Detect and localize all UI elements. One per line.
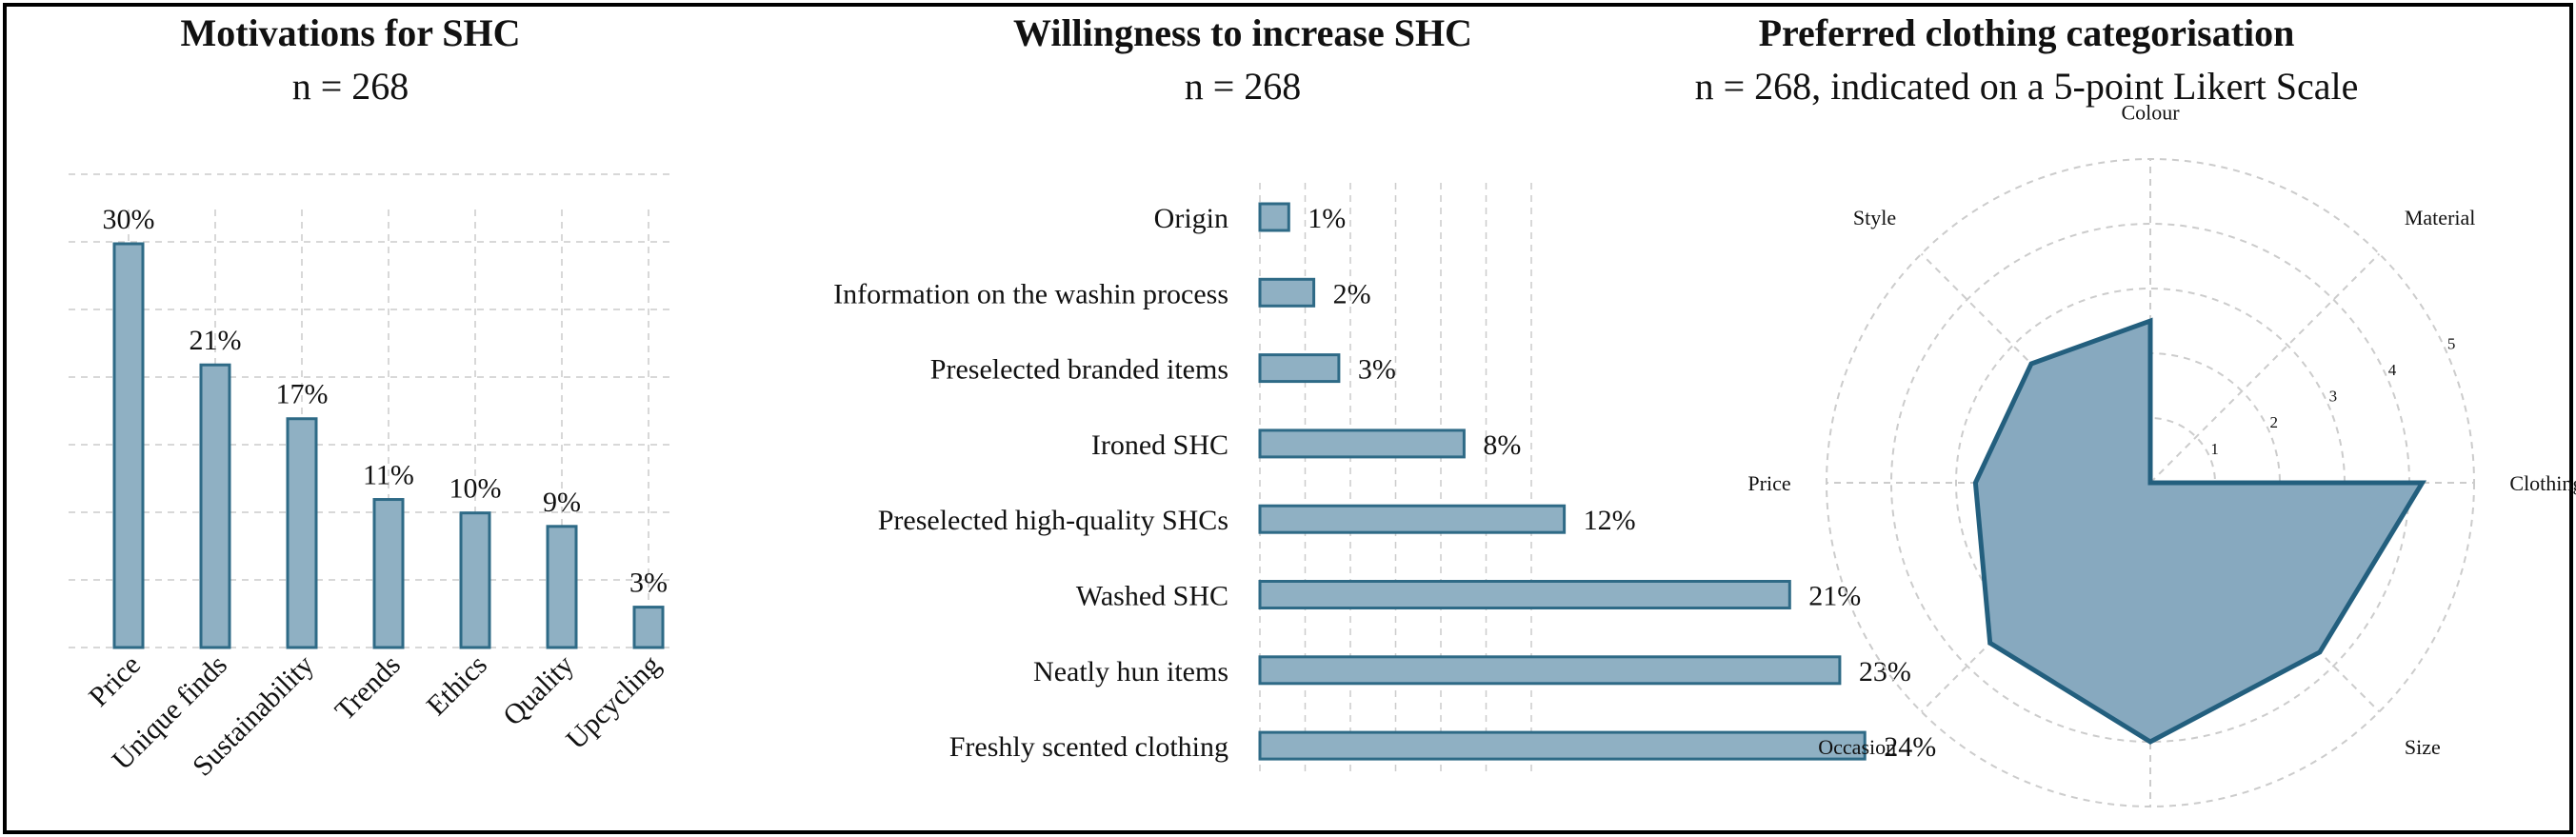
radar-spoke	[2149, 252, 2381, 484]
motivations-value-label: 11%	[363, 460, 414, 491]
motivations-bar	[372, 498, 405, 649]
motivations-bar	[459, 511, 491, 649]
willingness-subtitle: n = 268	[1185, 65, 1302, 108]
motivations-value-label: 21%	[190, 325, 242, 356]
motivations-value-label: 10%	[449, 473, 502, 505]
radar-ring-labels: 1 2 3 4 5	[2210, 334, 2455, 458]
radar-axis-label: Size	[2405, 735, 2441, 759]
willingness-bar	[1258, 730, 1867, 761]
radar-axis-label: Price	[1747, 471, 1790, 495]
willingness-bar	[1258, 580, 1791, 609]
willingness-y-tick: Preselected high-quality SHCs	[878, 505, 1228, 536]
willingness-y-tick: Ironed SHC	[1091, 429, 1228, 461]
willingness-value-label: 8%	[1483, 429, 1521, 461]
radar-ring-label: 1	[2210, 440, 2219, 458]
radar-axis-label: Clothing Type	[2509, 471, 2576, 495]
willingness-value-label: 21%	[1808, 581, 1861, 612]
willingness-bar	[1258, 277, 1316, 308]
willingness-value-label: 3%	[1358, 354, 1396, 386]
radar-ring-label: 3	[2329, 388, 2338, 406]
willingness-bar	[1258, 353, 1341, 384]
willingness-bar	[1258, 202, 1290, 232]
willingness-y-tick: Origin	[1154, 203, 1228, 234]
figure-frame	[3, 3, 2573, 834]
motivations-bar	[199, 363, 231, 649]
motivations-x-tick: Quality	[497, 649, 580, 732]
motivations-x-tick: Ethics	[421, 649, 493, 722]
radar-axis-label: Colour	[2121, 101, 2180, 125]
willingness-value-label: 23%	[1859, 656, 1911, 688]
motivations-bar	[112, 242, 145, 649]
motivations-value-label: 17%	[276, 379, 329, 410]
willingness-value-label: 24%	[1884, 731, 1936, 763]
radar-axis-labels: Clothing TypeSizeGenderOccasionPriceStyl…	[1747, 101, 2576, 759]
radar-axis-label: Occasion	[1818, 735, 1896, 759]
motivations-title: Motivations for SHC	[180, 11, 520, 54]
radar-ring-label: 5	[2447, 334, 2456, 352]
panel-motivations: Motivations for SHC n = 268 30% 21% 17% 11%…	[69, 11, 671, 783]
willingness-y-tick: Washed SHC	[1076, 581, 1228, 612]
motivations-x-tick: Price	[83, 649, 147, 713]
motivations-value-label: 3%	[629, 568, 668, 599]
motivations-value-label: 30%	[103, 204, 155, 235]
categorisation-title: Preferred clothing categorisation	[1759, 11, 2295, 54]
panel-willingness: Willingness to increase SHC n = 268 1% 2%…	[833, 11, 1936, 776]
radar-ring-label: 4	[2388, 361, 2397, 379]
willingness-y-tick: Information on the washin process	[833, 278, 1228, 309]
categorisation-subtitle: n = 268, indicated on a 5-point Likert S…	[1695, 65, 2359, 108]
willingness-bar	[1258, 655, 1842, 686]
motivations-gridlines	[69, 173, 671, 648]
willingness-value-labels: 1% 2% 3% 8% 12% 21% 23% 24%	[1308, 203, 1936, 763]
radar-axis-label: Material	[2405, 206, 2476, 229]
willingness-y-ticks: Origin Information on the washin process P…	[833, 203, 1228, 763]
willingness-value-label: 12%	[1584, 505, 1636, 536]
willingness-bars	[1258, 202, 1867, 761]
motivations-subtitle: n = 268	[292, 65, 409, 108]
radar-series	[1972, 317, 2427, 745]
radar-axis-label: Style	[1853, 206, 1896, 229]
motivations-bar	[546, 525, 578, 649]
motivations-bar	[632, 606, 665, 649]
motivations-bars	[112, 242, 665, 649]
radar-ring-label: 2	[2269, 413, 2278, 431]
willingness-value-label: 2%	[1333, 278, 1371, 309]
willingness-title: Willingness to increase SHC	[1013, 11, 1472, 54]
motivations-x-tick: Upcycling	[560, 649, 667, 756]
motivations-value-labels: 30% 21% 17% 11% 10% 9% 3%	[103, 204, 669, 599]
motivations-bar	[286, 417, 318, 649]
willingness-bar	[1258, 428, 1466, 459]
motivations-value-label: 9%	[543, 487, 581, 518]
radar-polygon	[1972, 317, 2427, 745]
willingness-value-label: 1%	[1308, 203, 1346, 234]
panel-categorisation: Preferred clothing categorisation n = 26…	[1695, 11, 2576, 807]
willingness-bar	[1258, 504, 1567, 534]
motivations-x-tick: Trends	[329, 649, 407, 727]
willingness-y-tick: Neatly hun items	[1033, 656, 1228, 688]
willingness-y-tick: Freshly scented clothing	[949, 731, 1228, 763]
willingness-gridlines	[1259, 183, 1532, 776]
willingness-y-tick: Preselected branded items	[930, 354, 1228, 386]
